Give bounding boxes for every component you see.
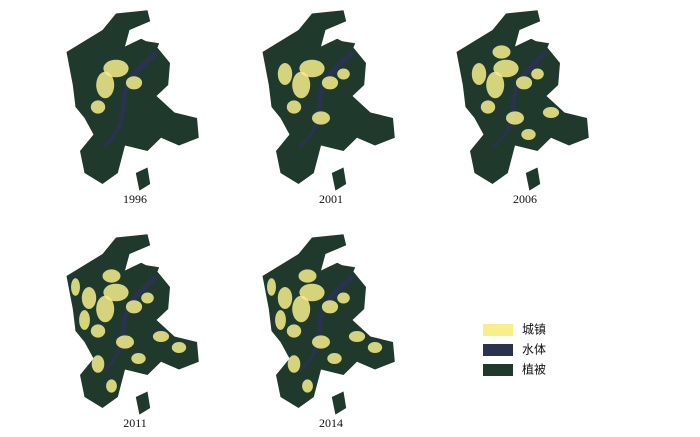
urban-patch bbox=[286, 100, 302, 114]
urban-patch bbox=[275, 310, 286, 330]
urban-patch bbox=[91, 355, 105, 373]
urban-patch bbox=[106, 379, 117, 393]
urban-patch bbox=[277, 63, 293, 85]
map-panel bbox=[263, 10, 395, 190]
urban-patch bbox=[292, 71, 311, 99]
urban-patch bbox=[321, 300, 339, 314]
urban-patch bbox=[492, 45, 511, 59]
year-label: 2014 bbox=[319, 416, 343, 430]
year-label: 1996 bbox=[123, 192, 147, 206]
urban-patch bbox=[367, 342, 383, 353]
urban-patch bbox=[292, 295, 311, 323]
legend-label: 城镇 bbox=[522, 323, 546, 337]
urban-patch bbox=[321, 76, 339, 90]
urban-patch bbox=[337, 68, 350, 80]
urban-patch bbox=[125, 300, 143, 314]
urban-patch bbox=[152, 331, 170, 342]
urban-patch bbox=[96, 295, 115, 323]
urban-patch bbox=[141, 292, 154, 304]
urban-patch bbox=[171, 342, 187, 353]
map-panel bbox=[457, 10, 589, 190]
urban-patch bbox=[103, 59, 129, 78]
legend-label: 植被 bbox=[522, 362, 546, 377]
land-cover-map bbox=[67, 10, 199, 190]
urban-patch bbox=[131, 353, 146, 364]
urban-patch bbox=[542, 107, 560, 118]
year-label: 2006 bbox=[513, 192, 537, 206]
map-panel bbox=[263, 234, 395, 414]
urban-patch bbox=[337, 292, 350, 304]
map-panel bbox=[67, 10, 199, 190]
urban-patch bbox=[90, 100, 106, 114]
urban-patch bbox=[81, 287, 97, 309]
urban-patch bbox=[327, 353, 342, 364]
urban-patch bbox=[299, 59, 325, 78]
urban-patch bbox=[506, 111, 524, 125]
urban-patch bbox=[471, 63, 487, 85]
urban-patch bbox=[515, 76, 533, 90]
map-panel bbox=[67, 234, 199, 414]
legend-label: 水体 bbox=[522, 343, 546, 357]
urban-patch bbox=[521, 129, 536, 140]
urban-patch bbox=[287, 355, 301, 373]
urban-patch bbox=[312, 335, 330, 349]
legend-swatch bbox=[483, 364, 513, 376]
land-cover-map bbox=[263, 10, 395, 190]
urban-patch bbox=[480, 100, 496, 114]
urban-patch bbox=[486, 71, 505, 99]
urban-patch bbox=[299, 283, 325, 302]
urban-patch bbox=[116, 335, 134, 349]
urban-patch bbox=[102, 269, 121, 283]
urban-patch bbox=[277, 287, 293, 309]
legend-swatch bbox=[483, 344, 513, 356]
urban-patch bbox=[79, 310, 90, 330]
land-cover-map bbox=[457, 10, 589, 190]
urban-patch bbox=[96, 71, 115, 99]
urban-patch bbox=[348, 331, 366, 342]
year-label: 2011 bbox=[123, 416, 147, 430]
urban-patch bbox=[90, 324, 106, 338]
urban-patch bbox=[103, 283, 129, 302]
legend-swatch bbox=[483, 324, 513, 336]
year-label: 2001 bbox=[319, 192, 343, 206]
urban-patch bbox=[493, 59, 519, 78]
urban-patch bbox=[531, 68, 544, 80]
urban-patch bbox=[125, 76, 143, 90]
urban-patch bbox=[267, 278, 276, 296]
urban-patch bbox=[286, 324, 302, 338]
urban-patch bbox=[298, 269, 317, 283]
urban-patch bbox=[312, 111, 330, 125]
urban-patch bbox=[302, 379, 313, 393]
urban-patch bbox=[71, 278, 80, 296]
